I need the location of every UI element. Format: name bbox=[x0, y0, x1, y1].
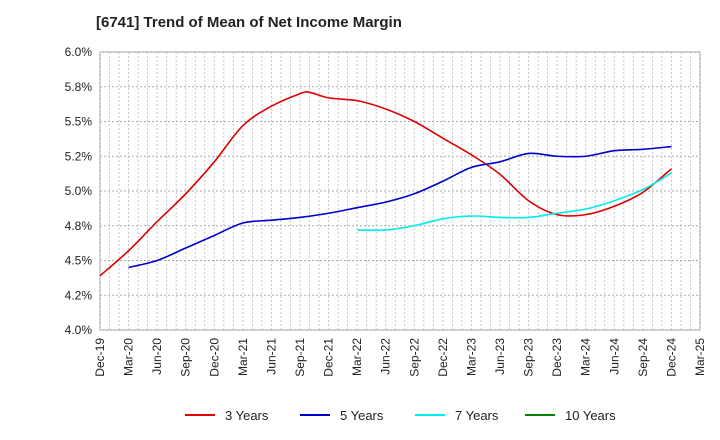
chart-svg: 4.0% 4.2% 4.5% 4.8% 5.0% 5.2% 5.5% 5.8% 6.0% Dec… bbox=[65, 45, 707, 377]
legend-swatch bbox=[525, 414, 555, 416]
legend-label: 10 Years bbox=[565, 407, 616, 423]
series-line-1 bbox=[128, 145, 672, 269]
series-line-2 bbox=[357, 172, 672, 232]
y-tick-label: 6.0% bbox=[65, 45, 93, 59]
x-tick-label: Sep-24 bbox=[636, 338, 650, 377]
x-tick-label: Mar-20 bbox=[122, 338, 136, 376]
legend-swatch bbox=[415, 414, 445, 416]
y-tick-label: 4.0% bbox=[65, 323, 93, 337]
x-tick-label: Sep-21 bbox=[293, 338, 307, 377]
legend-item-1: 5 Years bbox=[300, 403, 383, 427]
series-layer bbox=[99, 91, 672, 277]
x-tick-label: Dec-24 bbox=[664, 338, 678, 377]
x-tick-label: Dec-23 bbox=[550, 338, 564, 377]
chart-title: [6741] Trend of Mean of Net Income Margi… bbox=[96, 14, 402, 31]
x-tick-label: Sep-20 bbox=[179, 338, 193, 377]
y-tick-layer: 4.0% 4.2% 4.5% 4.8% 5.0% 5.2% 5.5% 5.8% 6.0% bbox=[65, 45, 93, 337]
legend-swatch bbox=[300, 414, 330, 416]
x-tick-label: Jun-24 bbox=[607, 338, 621, 375]
x-tick-label: Jun-21 bbox=[264, 338, 278, 375]
y-tick-label: 4.5% bbox=[65, 254, 93, 268]
x-tick-label: Dec-22 bbox=[436, 338, 450, 377]
y-tick-label: 5.8% bbox=[65, 80, 93, 94]
legend-item-0: 3 Years bbox=[185, 403, 268, 427]
y-tick-label: 5.5% bbox=[65, 115, 93, 129]
x-tick-label: Jun-23 bbox=[493, 338, 507, 375]
x-tick-label: Mar-25 bbox=[693, 338, 707, 376]
y-tick-label: 5.0% bbox=[65, 184, 93, 198]
x-tick-label: Jun-22 bbox=[379, 338, 393, 375]
legend-swatch bbox=[185, 414, 215, 416]
x-tick-label: Dec-20 bbox=[207, 338, 221, 377]
grid-layer bbox=[99, 51, 701, 331]
y-tick-label: 5.2% bbox=[65, 149, 93, 163]
x-tick-label: Mar-24 bbox=[579, 338, 593, 376]
x-tick-label: Mar-21 bbox=[236, 338, 250, 376]
x-tick-label: Sep-22 bbox=[407, 338, 421, 377]
legend-label: 3 Years bbox=[225, 407, 269, 423]
legend-label: 7 Years bbox=[455, 407, 499, 423]
x-tick-label: Mar-22 bbox=[350, 338, 364, 376]
series-line-0 bbox=[99, 91, 672, 277]
legend-item-2: 7 Years bbox=[415, 403, 498, 427]
y-tick-label: 4.2% bbox=[65, 288, 93, 302]
x-tick-label: Sep-23 bbox=[522, 338, 536, 377]
x-tick-label: Mar-23 bbox=[464, 338, 478, 376]
legend-item-3: 10 Years bbox=[525, 403, 616, 427]
x-tick-label: Dec-19 bbox=[93, 338, 107, 377]
legend: 3 Years 5 Years 7 Years 10 Years bbox=[0, 403, 720, 427]
x-tick-layer: Dec-19 Mar-20 Jun-20 Sep-20 Dec-20 Mar-21 Jun-… bbox=[93, 338, 707, 377]
x-tick-label: Jun-20 bbox=[150, 338, 164, 375]
y-tick-label: 4.8% bbox=[65, 219, 93, 233]
legend-label: 5 Years bbox=[340, 407, 384, 423]
x-tick-label: Dec-21 bbox=[322, 338, 336, 377]
